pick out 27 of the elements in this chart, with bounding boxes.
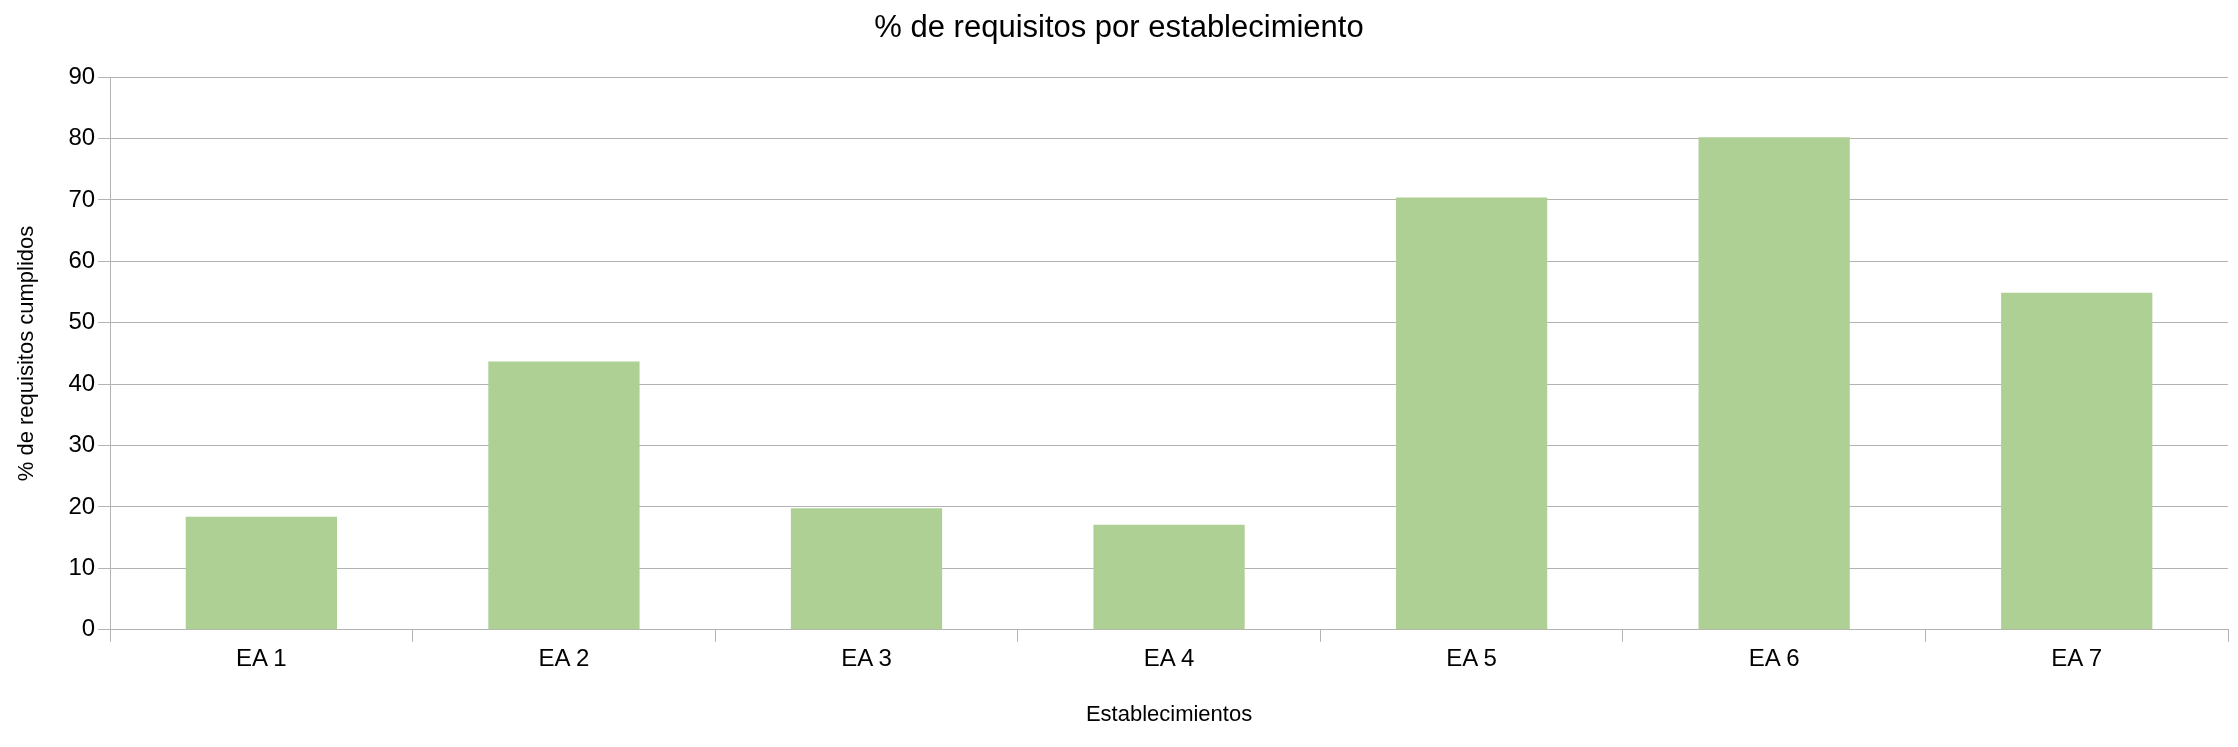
bar: [790, 508, 943, 630]
bar: [2001, 292, 2153, 630]
y-tick-label: 60: [68, 246, 96, 274]
x-tick-label: EA 7: [2051, 643, 2103, 671]
chart-title: % de requisitos por establecimiento: [874, 9, 1364, 45]
y-axis-title: % de requisitos cumplidos: [13, 225, 39, 482]
bar: [488, 361, 640, 630]
y-tick-label: 70: [68, 184, 96, 212]
y-tick-label: 50: [68, 307, 96, 335]
bar: [185, 516, 338, 630]
y-tick-label: 20: [68, 491, 96, 519]
x-tick-label: EA 5: [1446, 643, 1497, 671]
x-tick-label: EA 4: [1143, 643, 1195, 671]
y-tick-label: 10: [68, 553, 96, 581]
y-tick-label: 90: [68, 61, 96, 89]
x-axis-title: Establecimientos: [1085, 700, 1253, 726]
y-tick-label: 0: [81, 614, 96, 642]
y-tick-label: 40: [68, 368, 96, 396]
x-tick-label: EA 6: [1748, 643, 1800, 671]
x-tick-label: EA 1: [236, 643, 287, 671]
y-tick-label: 80: [68, 123, 96, 151]
x-tick-label: EA 3: [841, 643, 892, 671]
x-tick-label: EA 2: [538, 643, 590, 671]
bar: [1093, 524, 1245, 630]
bar: [1698, 137, 1850, 630]
bar: [1395, 197, 1548, 630]
y-tick-label: 30: [68, 430, 96, 458]
